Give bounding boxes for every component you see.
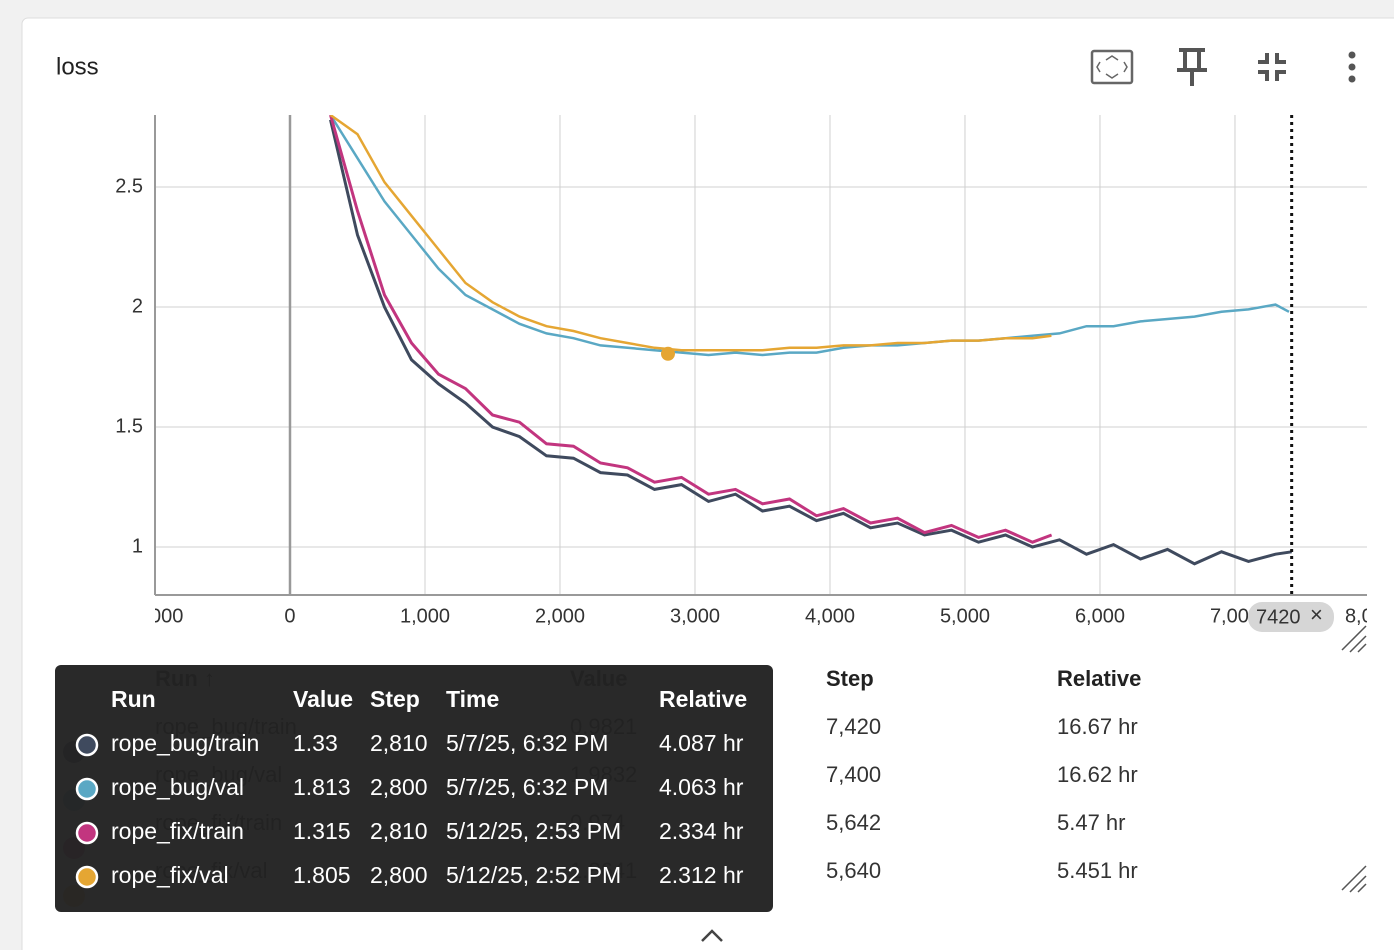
- x-tick-label: 7,000: [1210, 605, 1260, 627]
- tooltip-cell: rope_fix/train: [111, 818, 244, 844]
- tooltip-cell: 4.087 hr: [659, 730, 744, 756]
- tooltip-cell: 1.805: [293, 862, 351, 888]
- expand-chevron[interactable]: [701, 929, 723, 942]
- x-tick-label: 1,000: [400, 605, 450, 627]
- x-tick-label: 4,000: [805, 605, 855, 627]
- y-tick-label: 1.5: [115, 415, 143, 437]
- x-tick-label: 2,000: [535, 605, 585, 627]
- tooltip-cell: 5/12/25, 2:53 PM: [446, 818, 621, 844]
- series-line: [329, 115, 1290, 357]
- plot: [329, 115, 1292, 566]
- table-cell: 16.67 hr: [1057, 714, 1138, 739]
- table-header: Step: [826, 666, 874, 691]
- table-header: Relative: [1057, 666, 1141, 691]
- hover-label: 7420: [1256, 606, 1301, 628]
- tooltip-header: Step: [370, 686, 420, 712]
- x-tick-label: 3,000: [670, 605, 720, 627]
- y-tick-label: 1: [132, 535, 143, 557]
- x-tick-label: 5,000: [940, 605, 990, 627]
- tooltip-cell: 2,800: [370, 774, 428, 800]
- tooltip-header: Time: [446, 686, 499, 712]
- highlight-point: [660, 346, 675, 361]
- tooltip-header: Run: [111, 686, 156, 712]
- run-swatch: [75, 733, 99, 757]
- table-cell: 7,400: [826, 762, 881, 787]
- run-swatch: [75, 777, 99, 801]
- tooltip-header: Relative: [659, 686, 747, 712]
- hover-label-box: [1248, 602, 1334, 632]
- tooltip-cell: 1.33: [293, 730, 338, 756]
- series-line: [329, 115, 1053, 544]
- tooltip-cell: rope_bug/train: [111, 730, 259, 756]
- table-cell: 5,640: [826, 858, 881, 883]
- pin-icon[interactable]: [1177, 48, 1207, 86]
- tooltip-cell: 2,810: [370, 818, 428, 844]
- tooltip-cell: 2,800: [370, 862, 428, 888]
- x-tick-label: -1,000: [127, 605, 184, 627]
- table-cell: 5.451 hr: [1057, 858, 1138, 883]
- tooltip-cell: 5/7/25, 6:32 PM: [446, 730, 608, 756]
- resize-handle[interactable]: [1341, 865, 1367, 893]
- collapse-icon[interactable]: [1258, 53, 1286, 81]
- table-cell: 5.47 hr: [1057, 810, 1126, 835]
- tooltip-cell: rope_bug/val: [111, 774, 244, 800]
- tooltip-cell: 2,810: [370, 730, 428, 756]
- tooltip-header: Value: [293, 686, 353, 712]
- tooltip-box: [55, 665, 773, 912]
- y-tick-label: 2: [132, 295, 143, 317]
- tooltip-cell: 5/7/25, 6:32 PM: [446, 774, 608, 800]
- series-line: [329, 115, 1052, 352]
- grid: 1 1.5 2 2.5: [115, 115, 1367, 596]
- tooltip-cell: 1.813: [293, 774, 351, 800]
- chart-title: loss: [56, 53, 99, 80]
- run-swatch: [75, 865, 99, 889]
- series-line: [329, 119, 1292, 566]
- x-tick-label: 0: [284, 605, 295, 627]
- fit-icon[interactable]: [1090, 49, 1134, 85]
- x-tick-label: 8,000: [1345, 605, 1394, 627]
- tooltip-cell: 2.312 hr: [659, 862, 744, 888]
- tooltip-cell: 5/12/25, 2:52 PM: [446, 862, 621, 888]
- table-cell: 5,642: [826, 810, 881, 835]
- x-axis: -1,000 0 1,000 2,000 3,000 4,000 5,000 6,000 7,0…: [127, 605, 1394, 627]
- tooltip-cell: 4.063 hr: [659, 774, 744, 800]
- tooltip: Run Value Step Time Relative rope_bug/train 1.…: [55, 665, 773, 912]
- y-tick-label: 2.5: [115, 175, 143, 197]
- more-icon[interactable]: [1348, 51, 1356, 83]
- table-cell: 7,420: [826, 714, 881, 739]
- hover-close: ×: [1310, 602, 1323, 627]
- table-cell: 16.62 hr: [1057, 762, 1138, 787]
- overlay: 7420 ×: [660, 115, 1334, 632]
- tooltip-cell: 1.315: [293, 818, 351, 844]
- run-swatch: [75, 821, 99, 845]
- x-tick-label: 6,000: [1075, 605, 1125, 627]
- tooltip-cell: 2.334 hr: [659, 818, 744, 844]
- tooltip-cell: rope_fix/val: [111, 862, 229, 888]
- resize-handle[interactable]: [1341, 625, 1367, 653]
